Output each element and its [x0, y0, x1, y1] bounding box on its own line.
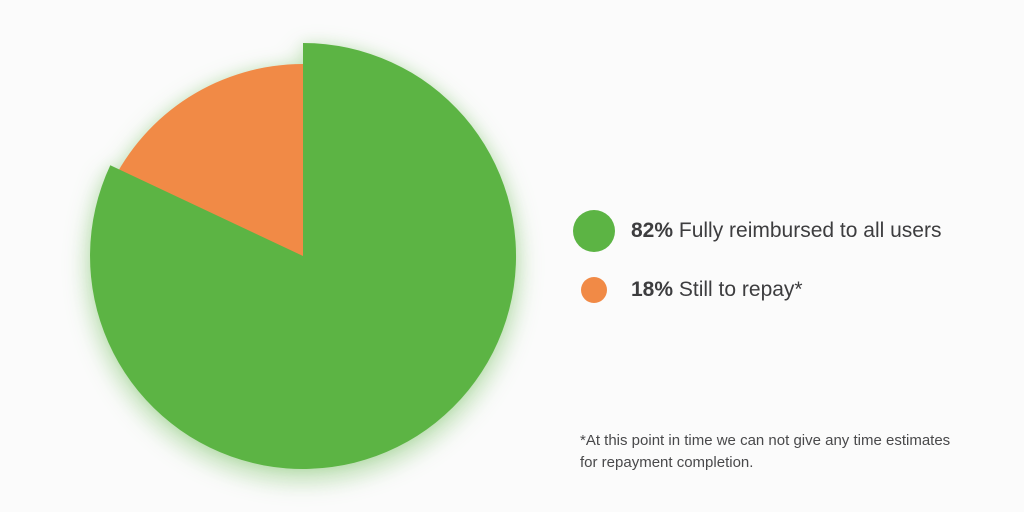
legend-pct-reimbursed: 82% [631, 219, 674, 242]
legend-pct-repay: 18% [631, 277, 674, 301]
legend-text-repay: Still to repay* [678, 277, 803, 301]
orange-dot-icon [581, 276, 607, 303]
legend-marker-column [573, 273, 615, 306]
legend-marker-column [573, 210, 615, 252]
legend: 82% Fully reimbursed to all users 18% St… [573, 210, 941, 306]
legend-label-repay: 18% Still to repay* [631, 278, 803, 302]
legend-text-reimbursed: Fully reimbursed to all users [678, 219, 942, 242]
pie-slice-still-to-repay [110, 64, 303, 277]
legend-label-reimbursed: 82% Fully reimbursed to all users [631, 219, 941, 243]
legend-item-repay: 18% Still to repay* [573, 273, 941, 306]
green-dot-icon [573, 210, 615, 252]
legend-item-reimbursed: 82% Fully reimbursed to all users [573, 210, 941, 252]
footnote: *At this point in time we can not give a… [580, 432, 951, 471]
pie-slice-fully-reimbursed-to-all-users [90, 42, 517, 470]
pie-slices [90, 42, 517, 470]
